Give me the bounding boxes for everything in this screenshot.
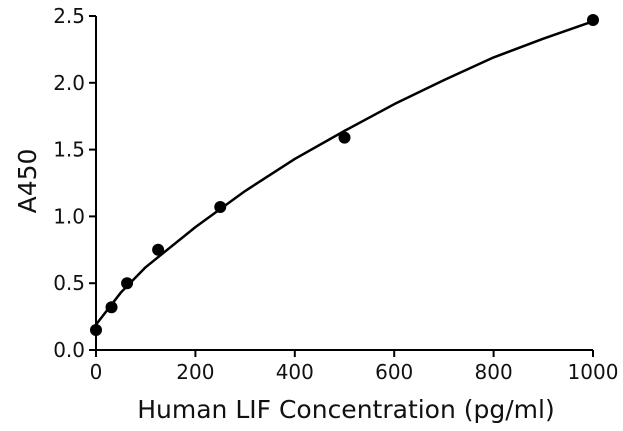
data-point: [214, 201, 227, 214]
fit-curve-layer: [94, 20, 595, 326]
data-point: [121, 277, 134, 290]
x-tick-label: 600: [375, 360, 413, 384]
data-point: [587, 14, 599, 27]
x-tick-label: 200: [176, 360, 214, 384]
x-axis-label: Human LIF Concentration (pg/ml): [137, 395, 555, 424]
y-tick-label: 2.0: [53, 71, 85, 95]
y-tick-label: 1.5: [53, 138, 85, 162]
x-tick-label: 800: [475, 360, 513, 384]
data-point: [152, 243, 165, 256]
x-tick-label: 400: [276, 360, 314, 384]
axes: [95, 16, 593, 351]
y-tick-label: 2.5: [53, 4, 85, 28]
data-point: [338, 131, 351, 144]
ticks-layer: 0 200 400 600 800 1000 0.0 0.5 1.0 1.5 2.0 2.5: [53, 4, 618, 384]
data-point: [105, 301, 118, 314]
x-tick-label: 1000: [568, 360, 619, 384]
y-tick-label: 0.0: [53, 338, 85, 362]
x-tick-label: 0: [90, 360, 103, 384]
y-axis-label: A450: [13, 149, 42, 214]
y-tick-label: 1.0: [53, 204, 85, 228]
data-point: [90, 323, 102, 336]
fit-curve: [94, 20, 595, 326]
y-tick-label: 0.5: [53, 271, 85, 295]
data-points-layer: [90, 14, 599, 336]
